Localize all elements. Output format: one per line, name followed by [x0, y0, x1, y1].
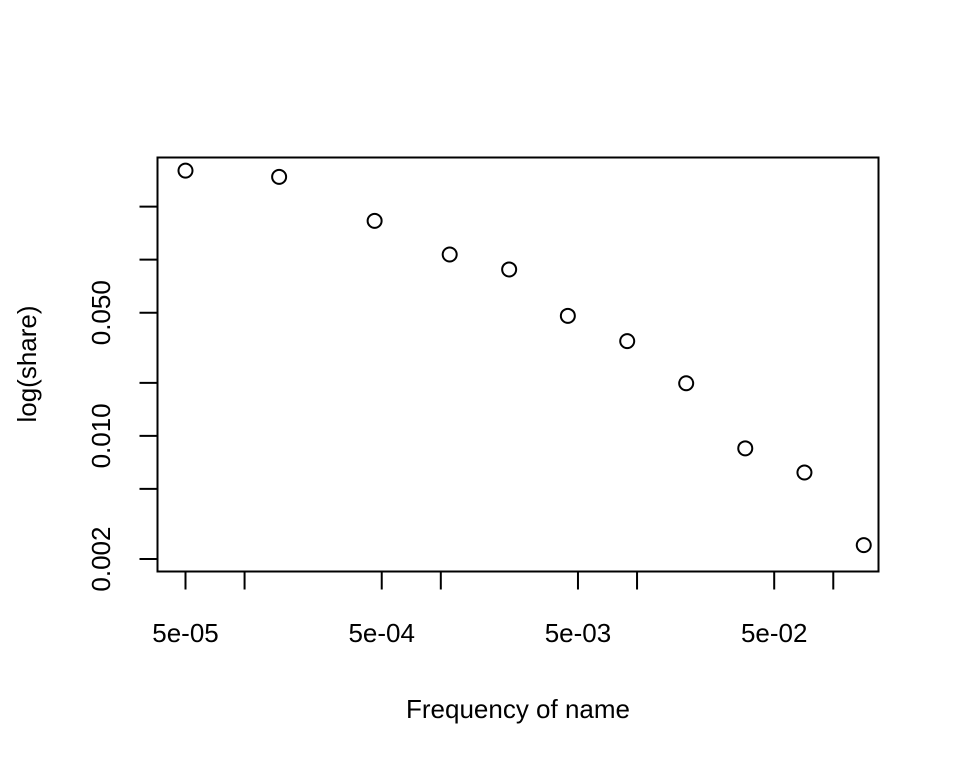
data-point — [855, 537, 872, 554]
x-tick-label: 5e-03 — [545, 618, 612, 648]
data-point — [177, 162, 194, 179]
y-tick-label: 0.002 — [86, 527, 116, 592]
data-point — [501, 261, 518, 278]
data-point — [678, 375, 695, 392]
x-axis-label: Frequency of name — [406, 694, 630, 724]
data-point — [441, 246, 458, 263]
x-tick-label: 5e-04 — [348, 618, 415, 648]
data-point — [559, 307, 576, 324]
data-point — [619, 333, 636, 350]
y-axis: 0.002 0.010 0.050 — [86, 205, 159, 592]
data-points — [177, 162, 872, 554]
data-point — [737, 440, 754, 457]
data-point — [796, 464, 813, 481]
plot-box — [156, 156, 880, 573]
data-point — [271, 168, 288, 185]
y-axis-label: log(share) — [12, 305, 42, 422]
x-axis: 5e-05 5e-04 5e-03 5e-02 — [152, 570, 835, 648]
data-point — [366, 212, 383, 229]
y-tick-label: 0.050 — [86, 280, 116, 345]
x-tick-label: 5e-05 — [152, 618, 219, 648]
y-tick-label: 0.010 — [86, 403, 116, 468]
x-tick-label: 5e-02 — [741, 618, 808, 648]
